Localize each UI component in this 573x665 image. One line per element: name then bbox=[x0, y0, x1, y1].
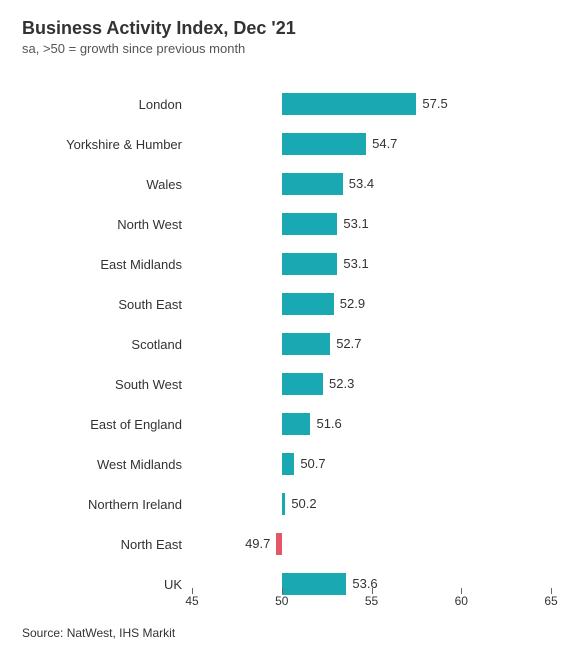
category-label: Wales bbox=[22, 177, 192, 192]
category-label: London bbox=[22, 97, 192, 112]
bar bbox=[282, 413, 311, 435]
chart-source: Source: NatWest, IHS Markit bbox=[22, 626, 551, 640]
value-label: 49.7 bbox=[245, 533, 276, 555]
category-label: South West bbox=[22, 377, 192, 392]
chart-row: Northern Ireland 50.2 bbox=[22, 484, 551, 524]
bar bbox=[282, 133, 366, 155]
bar bbox=[282, 293, 334, 315]
bar-track: 57.5 bbox=[192, 93, 551, 115]
bar-track: 51.6 bbox=[192, 413, 551, 435]
value-label: 52.7 bbox=[330, 333, 361, 355]
chart-row: South East 52.9 bbox=[22, 284, 551, 324]
value-label: 57.5 bbox=[416, 93, 447, 115]
category-label: East Midlands bbox=[22, 257, 192, 272]
bar bbox=[282, 333, 330, 355]
bar bbox=[282, 173, 343, 195]
chart-row: London 57.5 bbox=[22, 84, 551, 124]
chart-row: North West 53.1 bbox=[22, 204, 551, 244]
bar bbox=[282, 253, 338, 275]
bar-track: 52.7 bbox=[192, 333, 551, 355]
chart-row: North East 49.7 bbox=[22, 524, 551, 564]
chart-row: Yorkshire & Humber 54.7 bbox=[22, 124, 551, 164]
axis-tick-label: 45 bbox=[185, 594, 198, 608]
bar bbox=[276, 533, 281, 555]
bar bbox=[282, 93, 417, 115]
axis-tick-label: 65 bbox=[544, 594, 557, 608]
bar-track: 52.3 bbox=[192, 373, 551, 395]
axis-tick-label: 60 bbox=[455, 594, 468, 608]
chart-row: Scotland 52.7 bbox=[22, 324, 551, 364]
value-label: 53.1 bbox=[337, 213, 368, 235]
bar-track: 53.1 bbox=[192, 213, 551, 235]
category-label: Northern Ireland bbox=[22, 497, 192, 512]
value-label: 53.4 bbox=[343, 173, 374, 195]
chart-rows: London 57.5 Yorkshire & Humber 54.7 Wales 53.… bbox=[22, 84, 551, 604]
category-label: Scotland bbox=[22, 337, 192, 352]
category-label: North East bbox=[22, 537, 192, 552]
chart-row: South West 52.3 bbox=[22, 364, 551, 404]
chart-container: Business Activity Index, Dec '21 sa, >50… bbox=[0, 0, 573, 665]
chart-title: Business Activity Index, Dec '21 bbox=[22, 18, 551, 39]
value-label: 51.6 bbox=[310, 413, 341, 435]
chart-row: East Midlands 53.1 bbox=[22, 244, 551, 284]
category-label: West Midlands bbox=[22, 457, 192, 472]
value-label: 52.3 bbox=[323, 373, 354, 395]
category-label: East of England bbox=[22, 417, 192, 432]
bar-track: 52.9 bbox=[192, 293, 551, 315]
chart-subtitle: sa, >50 = growth since previous month bbox=[22, 41, 551, 56]
category-label: Yorkshire & Humber bbox=[22, 137, 192, 152]
chart-row: East of England 51.6 bbox=[22, 404, 551, 444]
bar bbox=[282, 373, 323, 395]
category-label: North West bbox=[22, 217, 192, 232]
chart-area: London 57.5 Yorkshire & Humber 54.7 Wales 53.… bbox=[22, 74, 551, 622]
chart-row: Wales 53.4 bbox=[22, 164, 551, 204]
x-axis: 4550556065 bbox=[192, 588, 551, 608]
bar-track: 53.4 bbox=[192, 173, 551, 195]
bar-track: 54.7 bbox=[192, 133, 551, 155]
value-label: 50.2 bbox=[285, 493, 316, 515]
bar bbox=[282, 213, 338, 235]
bar-track: 50.7 bbox=[192, 453, 551, 475]
axis-tick-label: 55 bbox=[365, 594, 378, 608]
bar-track: 50.2 bbox=[192, 493, 551, 515]
category-label: UK bbox=[22, 577, 192, 592]
chart-row: West Midlands 50.7 bbox=[22, 444, 551, 484]
value-label: 52.9 bbox=[334, 293, 365, 315]
bar bbox=[282, 453, 295, 475]
axis-tick-label: 50 bbox=[275, 594, 288, 608]
bar-track: 53.1 bbox=[192, 253, 551, 275]
value-label: 53.1 bbox=[337, 253, 368, 275]
category-label: South East bbox=[22, 297, 192, 312]
bar-track: 49.7 bbox=[192, 533, 551, 555]
value-label: 54.7 bbox=[366, 133, 397, 155]
value-label: 50.7 bbox=[294, 453, 325, 475]
